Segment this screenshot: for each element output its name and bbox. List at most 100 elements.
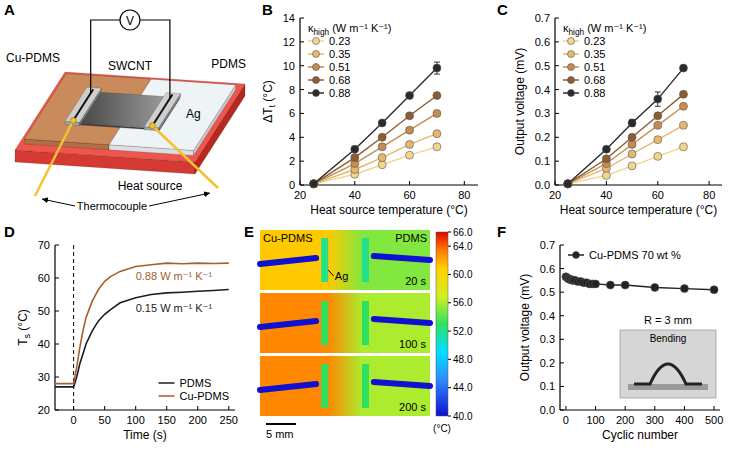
y-tick-label: 0.7 [540,239,555,251]
marker [564,180,572,188]
y-tick-label: 0.1 [540,380,555,392]
ag-electrode [65,87,101,122]
marker [564,180,572,188]
colorbar-tick [448,331,451,332]
layer-label: Cu-PDMS [6,51,60,65]
wire [91,20,120,93]
y-tick-label: 0.2 [540,357,555,369]
x-tick-label: 40 [600,189,612,201]
x-tick [565,406,566,410]
text-part: (W m⁻¹ K⁻¹) [329,22,391,34]
colorbar-tick [448,302,451,303]
scale-bar-label: 5 mm [266,428,294,440]
x-tick-label: 20 [549,189,561,201]
thermal-electrode [362,238,369,282]
marker [564,180,572,188]
x-axis [55,409,235,410]
marker [406,126,414,134]
x-tick-label: 500 [705,414,723,426]
marker [433,109,441,117]
electrode-label: Ag [335,270,348,282]
colorbar-tick [448,246,451,247]
x-tick [606,181,607,185]
figure: AVCu-PDMSPDMSSWCNTAgHeat sourceThermocou… [0,0,731,450]
marker [564,180,572,188]
y-tick-label: 40 [38,338,50,350]
y-tick [55,278,59,279]
x-tick-label: 80 [458,189,470,201]
marker [310,180,318,188]
y-tick [300,18,304,19]
frame-time: 20 s [405,275,426,287]
marker [679,90,687,98]
thermocouple-probe [374,319,430,323]
plot-area [310,62,441,188]
annotation: 0.15 W m⁻¹ K⁻¹ [136,302,213,314]
x-tick [135,406,136,410]
y-tick-label: 50 [38,305,50,317]
sensor-label: Thermocouple [77,200,147,212]
arrow [42,199,75,206]
y-tick [560,410,564,411]
marker [602,171,610,179]
series-line [314,134,437,184]
inset-caption: Bending [650,333,687,344]
marker [602,155,610,163]
marker [654,95,662,103]
colorbar-tick [448,387,451,388]
colorbar-tick-label: 56.0 [453,297,473,308]
marker [654,112,662,120]
y-tick [555,185,559,186]
colorbar-tick-label: 60.0 [453,269,473,280]
panel-letter: A [4,1,15,18]
inset-film [634,364,702,384]
marker [433,143,441,151]
marker [710,286,718,294]
legend-swatch [313,90,320,97]
plot-area [564,64,688,188]
legend-swatch [313,38,320,45]
marker [651,283,659,291]
y-axis-title: Ts (°C) [16,309,32,346]
inset: Bending [620,330,716,398]
x-tick [714,406,715,410]
thermal-blend [328,293,362,353]
x-axis [300,184,478,185]
series-line [568,94,684,183]
y-axis [559,245,560,410]
x-axis [560,409,720,410]
x-tick [684,406,685,410]
colorbar [436,232,448,416]
legend-label: 0.88 [584,87,605,99]
x-tick [657,181,658,185]
diagram: AVCu-PDMSPDMSSWCNTAgHeat sourceThermocou… [4,1,246,212]
marker [621,281,629,289]
y-tick [55,377,59,378]
x-axis-title: Cyclic number [602,428,678,442]
panel-letter: F [497,223,506,240]
x-tick-label: 60 [652,189,664,201]
thermal-electrode [362,364,369,408]
y-tick-label: 0.3 [535,107,550,119]
marker [310,180,318,188]
y-axis [54,245,55,410]
legend-swatch [568,90,575,97]
y-tick-label: 0.5 [540,286,555,298]
x-tick-label: 60 [403,189,415,201]
series-line [568,147,684,184]
legend-label: 0.68 [329,74,350,86]
y-tick-label: 0.6 [540,263,555,275]
chart-panel: B0246810121420406080Heat source temperat… [261,1,478,217]
colorbar-tick [448,359,451,360]
y-tick-label: 0.1 [535,155,550,167]
y-tick [560,268,564,269]
colorbar-tick [448,416,451,417]
y-tick-label: 0.0 [535,179,550,191]
marker [679,121,687,129]
marker [679,143,687,151]
x-tick-label: 150 [158,414,176,426]
legend-swatch [568,77,575,84]
y-tick [560,292,564,293]
y-tick-label: 6 [289,107,295,119]
y-tick-label: 60 [38,272,50,284]
